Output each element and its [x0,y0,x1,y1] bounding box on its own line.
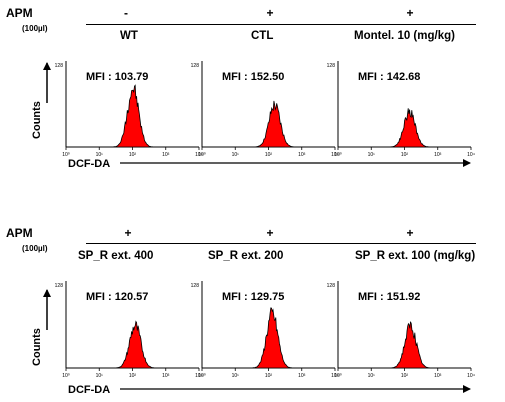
y-max-tick-label: 128 [55,63,64,69]
x-tick-label: 10⁴ [467,373,475,379]
x-tick-label: 10³ [434,152,442,158]
x-tick-label: 10⁴ [331,152,339,158]
apm-unit-label-bottom: (100µl) [22,244,48,253]
x-tick-label: 10² [401,373,409,379]
counts-axis-label: Counts [31,328,43,366]
x-tick-label: 10² [129,373,137,379]
x-tick-label: 10² [265,152,273,158]
x-tick-label: 10³ [434,373,442,379]
condition-label-montel: Montel. 10 (mg/kg) [354,30,455,42]
apm-sign-400: + [124,226,132,240]
x-tick-label: 10¹ [232,152,240,158]
apm-sign-100: + [406,226,414,240]
x-tick-label: 10⁴ [467,152,475,158]
x-tick-label: 10¹ [368,152,376,158]
dcfda-axis-label: DCF-DA [68,384,110,396]
histogram-peak [384,108,435,148]
histogram-plot [201,281,336,371]
x-tick-label: 10⁰ [62,373,70,379]
histogram-peak [108,84,158,148]
x-tick-label: 10² [129,152,137,158]
histogram-peak [110,320,161,369]
x-tick-label: 10³ [162,152,170,158]
histogram-plot [337,281,472,371]
apm-label: APM [6,6,33,20]
mfi-value-label: MFI : 120.57 [86,291,148,303]
header-divider-top [86,24,476,25]
x-tick-label: 10⁰ [334,373,342,379]
condition-label-100: SP_R ext. 100 (mg/kg) [355,250,476,262]
mfi-value-label: MFI : 103.79 [86,71,148,83]
histogram-plot [201,61,336,150]
condition-label-200: SP_R ext. 200 [208,250,284,262]
x-tick-label: 10⁴ [195,152,203,158]
counts-axis-label: Counts [31,101,43,139]
mfi-value-label: MFI : 151.92 [358,291,420,303]
y-max-tick-label: 128 [55,283,64,289]
apm-sign-wt: - [124,6,128,20]
condition-label-400: SP_R ext. 400 [78,250,154,262]
histogram-plot [337,61,472,150]
histogram-plot [65,281,200,371]
mfi-value-label: MFI : 129.75 [222,291,284,303]
x-tick-label: 10⁰ [334,152,342,158]
x-tick-label: 10¹ [96,152,104,158]
x-tick-label: 10² [401,152,409,158]
y-max-tick-label: 128 [327,63,336,69]
x-tick-label: 10⁴ [331,373,339,379]
x-tick-label: 10¹ [368,373,376,379]
histogram-peak [247,307,298,369]
x-tick-label: 10³ [298,152,306,158]
y-max-tick-label: 128 [191,283,200,289]
dcfda-axis-label: DCF-DA [68,158,110,170]
x-tick-label: 10⁰ [62,152,70,158]
x-tick-label: 10¹ [96,373,104,379]
apm-sign-200: + [266,226,274,240]
mfi-value-label: MFI : 142.68 [358,71,420,83]
x-tick-label: 10³ [298,373,306,379]
y-max-tick-label: 128 [327,283,336,289]
x-tick-label: 10³ [162,373,170,379]
apm-sign-ctl: + [266,6,274,20]
mfi-value-label: MFI : 152.50 [222,71,284,83]
histogram-peak [385,321,436,369]
apm-unit-label: (100µl) [22,24,48,33]
apm-label-bottom: APM [6,226,33,240]
histogram-peak [249,100,300,148]
x-tick-label: 10² [265,373,273,379]
x-tick-label: 10⁰ [198,152,206,158]
apm-sign-montel: + [406,6,414,20]
y-max-tick-label: 128 [191,63,200,69]
condition-label-ctl: CTL [251,30,274,42]
histogram-plot [65,61,200,150]
x-tick-label: 10⁰ [198,373,206,379]
header-divider-bottom [86,243,476,244]
x-tick-label: 10¹ [232,373,240,379]
x-tick-label: 10⁴ [195,373,203,379]
condition-label-wt: WT [120,30,138,42]
